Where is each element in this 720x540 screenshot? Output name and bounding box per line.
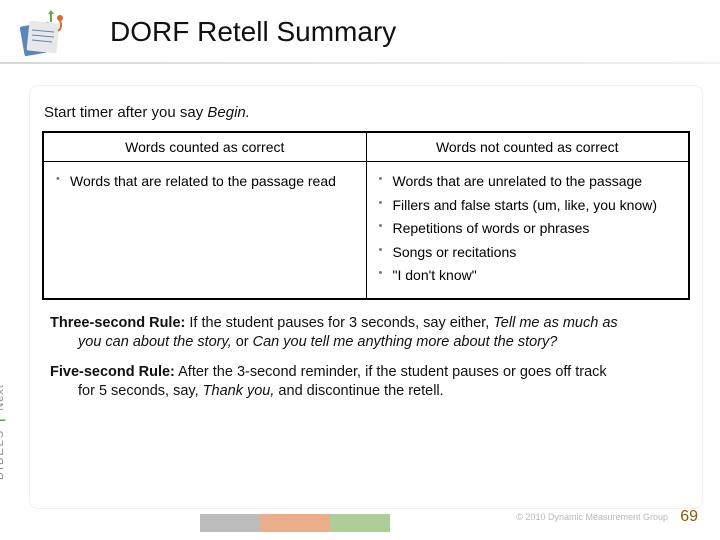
intro-text: Start timer after you say Begin.	[44, 104, 690, 121]
side-brand-tab: DIBELS | Next	[0, 384, 6, 480]
rule-label: Five-second Rule:	[50, 364, 175, 380]
three-second-rule: Three-second Rule: If the student pauses…	[50, 314, 682, 353]
rule-label: Three-second Rule:	[50, 315, 185, 331]
col-header-correct: Words counted as correct	[43, 132, 366, 162]
intro-prefix: Start timer after you say	[44, 104, 207, 121]
col-header-not-correct: Words not counted as correct	[366, 132, 689, 162]
side-brand-next: Next	[0, 384, 6, 411]
list-item: Words that are unrelated to the passage	[377, 170, 679, 194]
list-item: "I don't know"	[377, 264, 679, 288]
list-item: Words that are related to the passage re…	[54, 170, 356, 194]
list-item: Songs or recitations	[377, 241, 679, 265]
list-item: Repetitions of words or phrases	[377, 217, 679, 241]
copyright-text: © 2010 Dynamic Measurement Group	[516, 512, 668, 522]
brand-logo	[14, 8, 76, 64]
intro-emphasis: Begin.	[207, 104, 250, 121]
footer-accent-stripes	[200, 514, 440, 532]
cell-not-correct: Words that are unrelated to the passage …	[366, 162, 689, 299]
list-item: Fillers and false starts (um, like, you …	[377, 194, 679, 218]
page-number: 69	[680, 508, 698, 526]
five-second-rule: Five-second Rule: After the 3-second rem…	[50, 363, 682, 402]
page-title: DORF Retell Summary	[110, 16, 720, 48]
cell-correct: Words that are related to the passage re…	[43, 162, 366, 299]
content-card: Start timer after you say Begin. Words c…	[30, 86, 702, 508]
side-brand-name: DIBELS	[0, 429, 6, 480]
title-divider	[0, 62, 720, 64]
rules-table: Words counted as correct Words not count…	[42, 131, 690, 300]
side-brand-divider: |	[0, 418, 6, 422]
